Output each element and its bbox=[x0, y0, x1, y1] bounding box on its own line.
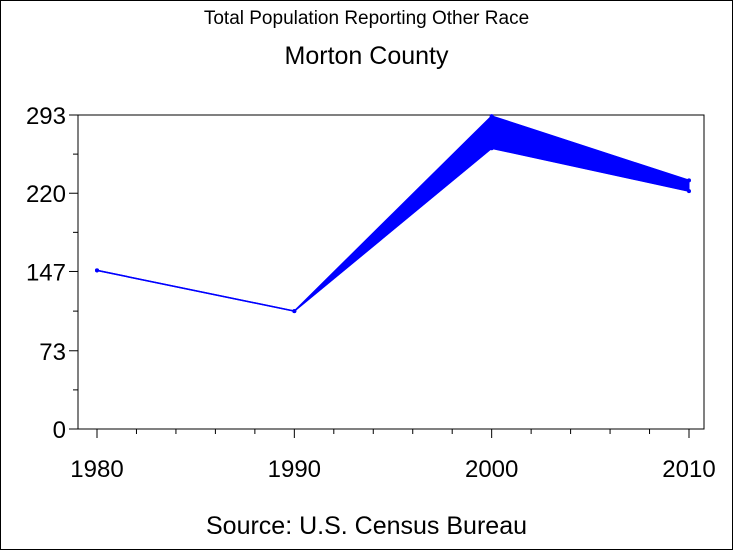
data-point bbox=[687, 178, 691, 183]
x-tick-label: 1980 bbox=[70, 456, 123, 483]
y-tick-label: 220 bbox=[26, 181, 66, 208]
series-line bbox=[96, 147, 690, 312]
y-tick-label: 293 bbox=[26, 103, 66, 130]
chart-title: Total Population Reporting Other Race bbox=[203, 8, 530, 29]
data-point bbox=[292, 309, 297, 314]
y-tick-label: 147 bbox=[26, 259, 66, 286]
chart-subtitle: Morton County bbox=[284, 42, 449, 70]
plot-area-border bbox=[77, 114, 705, 430]
data-point bbox=[95, 268, 99, 273]
y-tick-label: 0 bbox=[53, 417, 66, 444]
data-point bbox=[687, 189, 691, 194]
x-tick-label: 2010 bbox=[662, 456, 715, 483]
series-line bbox=[96, 115, 690, 312]
data-point bbox=[489, 146, 494, 151]
y-tick-label: 73 bbox=[39, 339, 66, 366]
chart-source-note: Source: U.S. Census Bureau bbox=[206, 512, 527, 540]
data-point bbox=[489, 114, 494, 119]
x-tick-label: 2000 bbox=[465, 456, 518, 483]
x-tick-label: 1990 bbox=[268, 456, 321, 483]
